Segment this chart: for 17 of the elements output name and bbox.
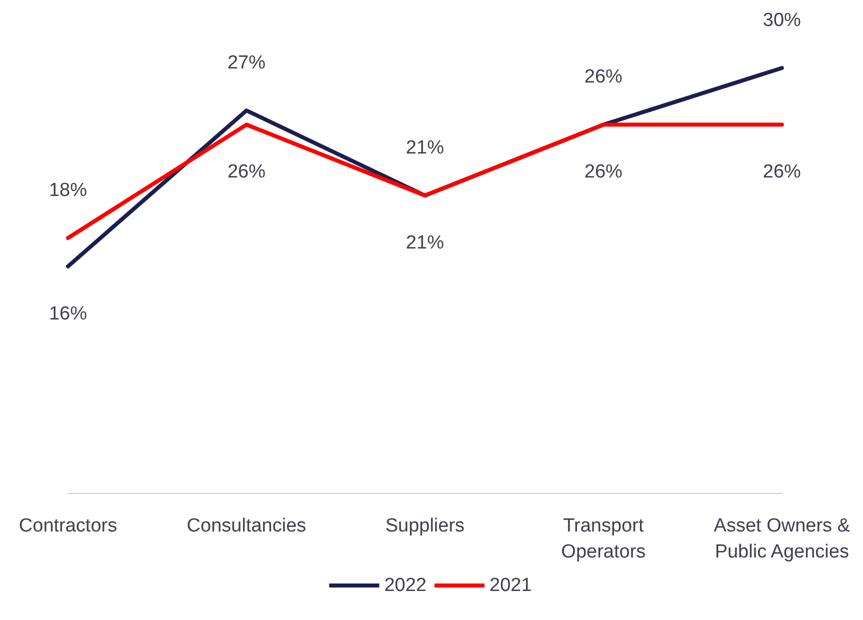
x-tick-label: Contractors <box>18 516 118 536</box>
data-label: 21% <box>406 232 444 254</box>
x-tick-label: Consultancies <box>186 516 306 536</box>
x-tick-label: Transport Operators <box>561 516 646 562</box>
legend-label: 2021 <box>490 575 532 596</box>
data-label: 21% <box>406 138 444 158</box>
data-label: 26% <box>227 162 266 183</box>
x-tick-label: Suppliers <box>385 516 465 536</box>
x-tick-label: Asset Owners & Public Agencies <box>714 516 850 562</box>
data-label: 16% <box>48 303 88 324</box>
data-label: 26% <box>584 66 623 88</box>
data-label: 26% <box>762 162 802 183</box>
legend-label: 2022 <box>384 575 427 596</box>
data-label: 27% <box>227 52 266 74</box>
data-label: 18% <box>48 180 88 201</box>
data-label: 30% <box>762 10 802 31</box>
data-label: 26% <box>584 162 623 183</box>
